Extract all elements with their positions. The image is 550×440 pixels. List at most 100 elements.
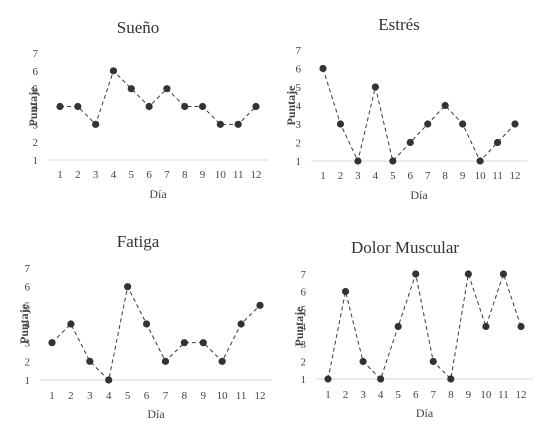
chart-1-x-tick-label: 1 xyxy=(320,170,326,182)
chart-3-data-point xyxy=(447,375,455,383)
chart-3-y-tick-label: 3 xyxy=(301,339,307,351)
chart-0-data-point xyxy=(163,85,171,93)
chart-1-title: Estrés xyxy=(378,15,420,34)
chart-0-x-tick-label: 4 xyxy=(111,169,117,181)
chart-3-x-axis-label: Día xyxy=(416,406,434,420)
chart-2-data-point xyxy=(86,357,94,365)
chart-1-data-point xyxy=(511,120,519,128)
chart-2-data-point xyxy=(237,320,245,328)
chart-1-y-tick-label: 1 xyxy=(296,156,302,168)
chart-0-x-tick-label: 6 xyxy=(146,169,152,181)
chart-2-x-tick-label: 4 xyxy=(106,390,112,402)
chart-2-data-point xyxy=(105,376,113,384)
chart-1-y-tick-label: 2 xyxy=(296,138,302,150)
chart-0-x-tick-label: 7 xyxy=(164,169,170,181)
chart-1-x-tick-label: 3 xyxy=(355,170,361,182)
chart-0-y-axis-label: Puntaje xyxy=(26,86,40,127)
chart-3-y-tick-label: 7 xyxy=(301,269,307,281)
chart-0-data-point xyxy=(181,102,189,111)
chart-2-x-tick-label: 11 xyxy=(236,390,247,402)
chart-0-x-axis-label: Día xyxy=(149,187,167,201)
chart-3-x-tick-label: 4 xyxy=(378,389,384,401)
chart-1-series-line xyxy=(322,68,516,163)
chart-0-x-tick-label: 1 xyxy=(57,169,63,181)
chart-0-data-point xyxy=(252,102,260,111)
chart-2-x-tick-label: 3 xyxy=(87,390,93,402)
chart-2-data-point xyxy=(180,339,188,347)
chart-3-title: Dolor Muscular xyxy=(351,238,459,257)
chart-0-data-point xyxy=(74,102,82,111)
chart-3-data-point xyxy=(429,357,437,366)
chart-3-series-line xyxy=(327,272,522,381)
chart-2-data-point xyxy=(218,357,226,365)
chart-0-x-tick-label: 12 xyxy=(251,169,262,181)
chart-3-data-point xyxy=(499,270,508,278)
chart-2-data-point xyxy=(48,339,56,347)
chart-1-x-tick-label: 5 xyxy=(390,170,396,182)
chart-3-data-point xyxy=(359,357,367,366)
chart-2-x-tick-label: 2 xyxy=(68,390,74,402)
chart-3-x-tick-label: 1 xyxy=(325,389,331,401)
chart-0-data-point xyxy=(109,67,118,75)
chart-3-data-point xyxy=(324,375,332,383)
chart-3-x-tick-label: 10 xyxy=(480,389,492,401)
chart-1-y-tick-label: 4 xyxy=(296,101,302,113)
chart-1-x-tick-label: 7 xyxy=(425,170,431,182)
chart-1-x-tick-label: 6 xyxy=(408,170,414,182)
chart-3-data-point xyxy=(412,270,420,278)
chart-3-y-tick-label: 1 xyxy=(301,374,307,386)
chart-2-y-axis-label: Puntaje xyxy=(17,303,31,344)
chart-3-data-point xyxy=(464,270,472,278)
chart-2-y-tick-label: 2 xyxy=(25,356,31,368)
chart-1-y-tick-label: 7 xyxy=(296,45,302,57)
chart-3-data-point xyxy=(394,322,402,331)
chart-0-y-tick-label: 2 xyxy=(33,137,39,149)
chart-2-x-tick-label: 8 xyxy=(182,390,188,402)
chart-0-title: Sueño xyxy=(117,18,160,37)
chart-0-x-tick-label: 9 xyxy=(200,169,206,181)
chart-2-y-tick-label: 5 xyxy=(25,300,31,312)
chart-1-x-tick-label: 10 xyxy=(475,170,487,182)
chart-0-x-tick-label: 3 xyxy=(93,169,99,181)
chart-2-x-tick-label: 10 xyxy=(217,390,229,402)
chart-3-x-tick-label: 11 xyxy=(498,389,509,401)
chart-3-x-tick-label: 2 xyxy=(343,389,349,401)
chart-1-data-point xyxy=(424,120,432,128)
chart-1-data-point xyxy=(336,120,345,128)
chart-0-y-tick-label: 7 xyxy=(33,48,39,60)
chart-1-data-point xyxy=(493,138,502,147)
chart-2-y-tick-label: 6 xyxy=(25,282,31,294)
chart-1-y-tick-label: 3 xyxy=(296,119,302,131)
chart-1-data-point xyxy=(406,138,414,147)
chart-0-y-tick-label: 6 xyxy=(33,66,39,78)
chart-3-data-point xyxy=(517,322,525,331)
chart-2-data-point xyxy=(199,339,207,347)
chart-3-data-point xyxy=(377,375,385,383)
chart-3-y-tick-label: 4 xyxy=(301,322,307,334)
chart-0-y-tick-label: 1 xyxy=(33,155,39,167)
chart-3-y-tick-label: 6 xyxy=(301,287,307,299)
chart-1-x-tick-label: 8 xyxy=(442,170,448,182)
chart-1-data-point xyxy=(441,101,449,110)
chart-1-data-point xyxy=(389,157,397,165)
chart-2-x-tick-label: 7 xyxy=(163,390,169,402)
chart-1-x-tick-label: 12 xyxy=(510,170,521,182)
chart-1-x-tick-label: 2 xyxy=(338,170,344,182)
chart-2-y-tick-label: 4 xyxy=(25,319,31,331)
chart-1-y-axis-label: Puntaje xyxy=(284,85,298,126)
chart-2-data-point xyxy=(161,357,170,365)
chart-2-y-tick-label: 7 xyxy=(25,263,31,275)
chart-1-data-point xyxy=(476,157,484,165)
chart-0-x-tick-label: 11 xyxy=(233,169,244,181)
chart-3-x-tick-label: 5 xyxy=(395,389,401,401)
chart-2-series-line xyxy=(51,285,261,382)
chart-2-data-point xyxy=(142,320,151,328)
chart-3-y-axis-label: Puntaje xyxy=(292,306,306,347)
chart-2-x-tick-label: 6 xyxy=(144,390,150,402)
chart-2-x-axis-label: Día xyxy=(147,407,165,421)
chart-0-x-tick-label: 2 xyxy=(75,169,81,181)
chart-0-data-point xyxy=(127,85,135,93)
